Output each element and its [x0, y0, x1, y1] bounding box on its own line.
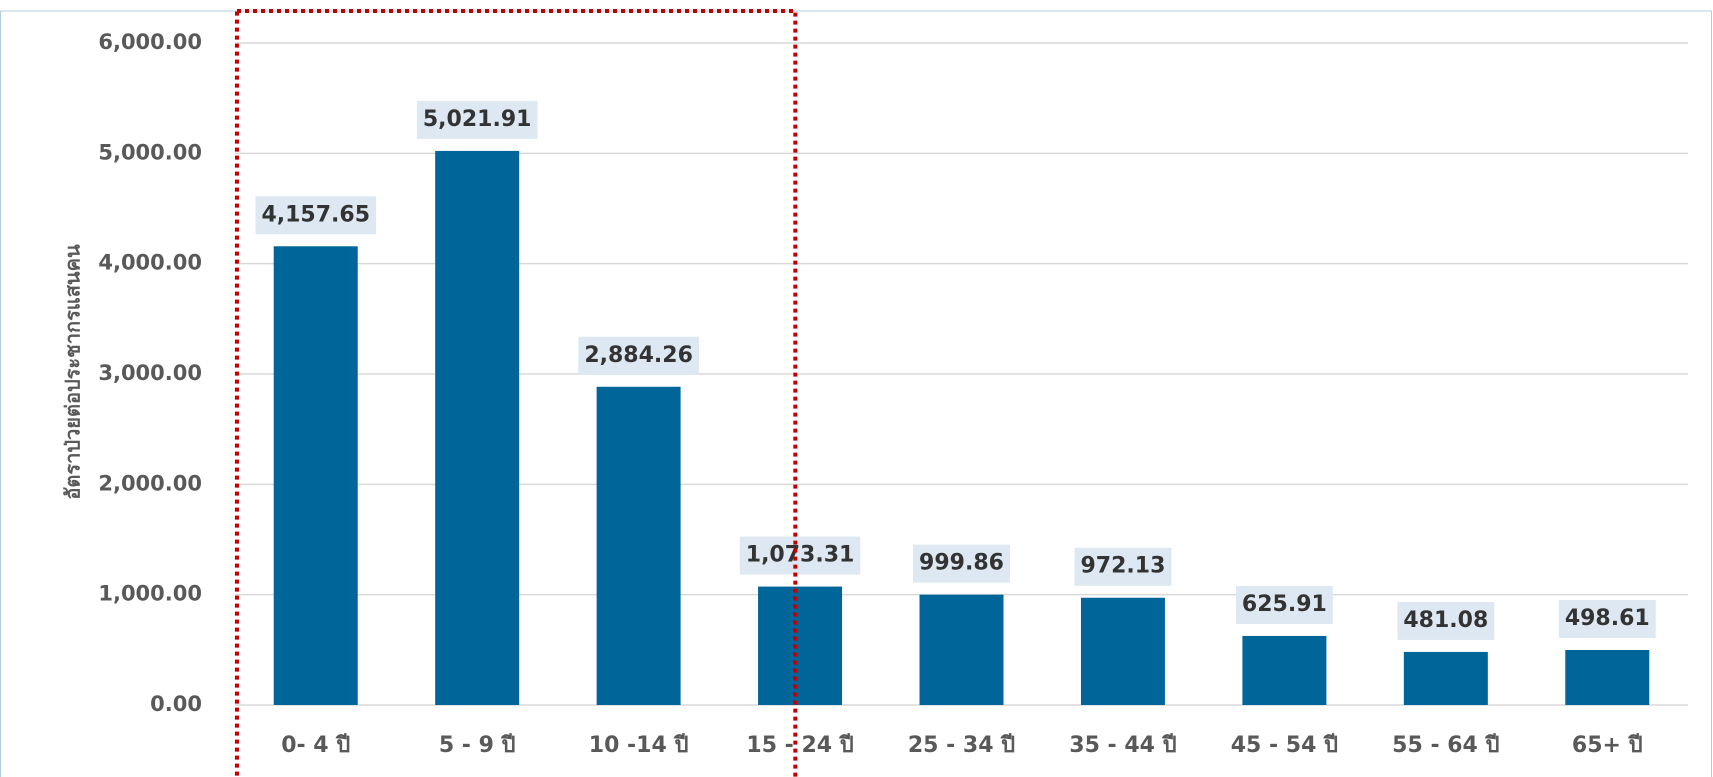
x-tick-label: 65+ ปี	[1572, 733, 1643, 758]
x-tick-label: 15 - 24 ปี	[746, 733, 853, 758]
y-tick-label: 2,000.00	[98, 471, 202, 495]
x-tick-label: 45 - 54 ปี	[1231, 733, 1338, 758]
bar	[1403, 651, 1488, 705]
y-tick-label: 6,000.00	[98, 30, 202, 54]
data-label: 5,021.91	[423, 107, 532, 132]
bar	[596, 386, 681, 705]
x-tick-label: 35 - 44 ปี	[1069, 733, 1176, 758]
bar	[758, 586, 843, 705]
data-label-bg	[1558, 599, 1656, 638]
data-label: 625.91	[1242, 592, 1327, 617]
y-tick-label: 5,000.00	[98, 140, 202, 164]
data-label: 972.13	[1080, 554, 1165, 579]
data-label: 2,884.26	[584, 343, 693, 368]
data-label: 498.61	[1565, 606, 1650, 631]
data-label-bg	[1235, 585, 1333, 624]
x-tick-label: 10 -14 ปี	[589, 733, 689, 758]
y-tick-label: 1,000.00	[98, 582, 202, 606]
data-label: 481.08	[1403, 608, 1488, 633]
bar	[273, 246, 358, 705]
bar	[1242, 635, 1327, 705]
marks: 0- 4 ปี 4,157.65 5 - 9 ปี 5,021.91 10 -14 ปี…	[255, 100, 1656, 758]
data-label-bg	[578, 336, 699, 375]
data-label: 999.86	[919, 551, 1004, 576]
y-tick-label: 0.00	[150, 692, 202, 716]
data-label-bg	[913, 544, 1010, 583]
bar	[919, 594, 1004, 705]
y-tick-label: 3,000.00	[98, 361, 202, 385]
x-tick-label: 25 - 34 ปี	[908, 733, 1015, 758]
grid: 0.00 1,000.00 2,000.00 3,000.00 4,000.00 5,00…	[98, 30, 1688, 716]
x-tick-label: 0- 4 ปี	[281, 733, 350, 758]
data-label-bg	[416, 100, 538, 139]
data-label: 4,157.65	[261, 202, 370, 227]
x-tick-label: 5 - 9 ปี	[439, 733, 516, 758]
data-label-bg	[739, 536, 861, 575]
y-axis-title: อัตราป่วยต่อประชากรแสนคน	[61, 244, 85, 500]
y-tick-label: 4,000.00	[98, 251, 202, 275]
chart-frame	[0, 10, 1712, 777]
data-label-bg	[1074, 547, 1172, 586]
data-label: 1,073.31	[746, 543, 855, 568]
bar	[435, 150, 520, 706]
bar	[1080, 597, 1165, 705]
bar	[1565, 649, 1650, 705]
data-label-bg	[255, 196, 377, 235]
data-label-bg	[1397, 601, 1495, 640]
x-tick-label: 55 - 64 ปี	[1392, 733, 1499, 758]
